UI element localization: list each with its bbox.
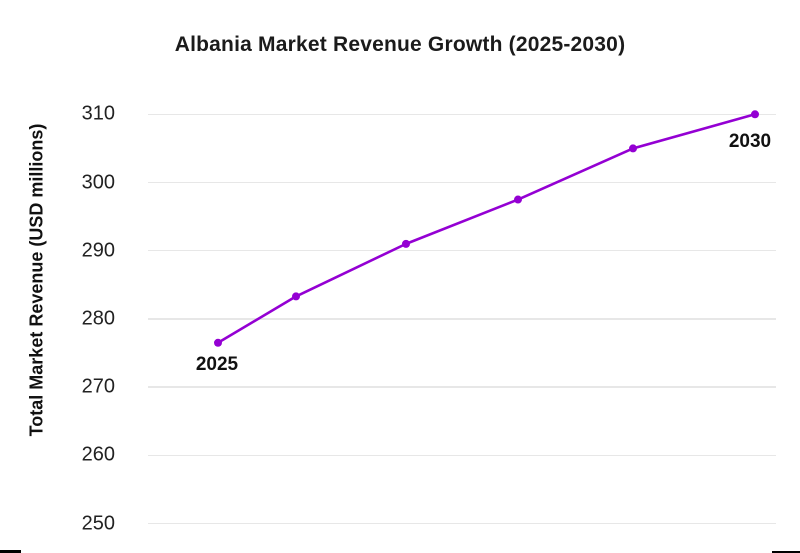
y-tick-label-310: 310 <box>81 102 115 125</box>
y-tick-label-290: 290 <box>81 239 115 262</box>
gridline-270 <box>148 386 776 388</box>
data-point-2025 <box>214 338 222 347</box>
gridline-260 <box>148 454 776 457</box>
data-point-2029 <box>629 144 637 153</box>
gridline-310 <box>148 113 776 116</box>
chart-title: Albania Market Revenue Growth (2025-2030… <box>174 33 626 56</box>
y-tick-label-260: 260 <box>81 443 115 466</box>
data-point-2028 <box>514 195 522 204</box>
annotation-2030: 2030 <box>728 131 772 152</box>
revenue-line <box>217 113 756 344</box>
gridline-290 <box>148 249 776 252</box>
data-point-2026 <box>292 292 300 301</box>
y-tick-label-270: 270 <box>81 375 115 398</box>
y-tick-label-280: 280 <box>81 307 115 330</box>
data-point-2027 <box>402 239 410 248</box>
data-point-2030 <box>751 110 759 119</box>
annotation-2025: 2025 <box>195 354 239 375</box>
cropped-black-bar-right <box>772 550 800 553</box>
y-tick-label-250: 250 <box>81 512 115 534</box>
y-tick-label-300: 300 <box>81 171 115 193</box>
cropped-black-bar-left <box>0 549 21 553</box>
gridline-300 <box>148 181 776 184</box>
gridline-250 <box>148 522 776 525</box>
gridline-280 <box>148 318 776 320</box>
